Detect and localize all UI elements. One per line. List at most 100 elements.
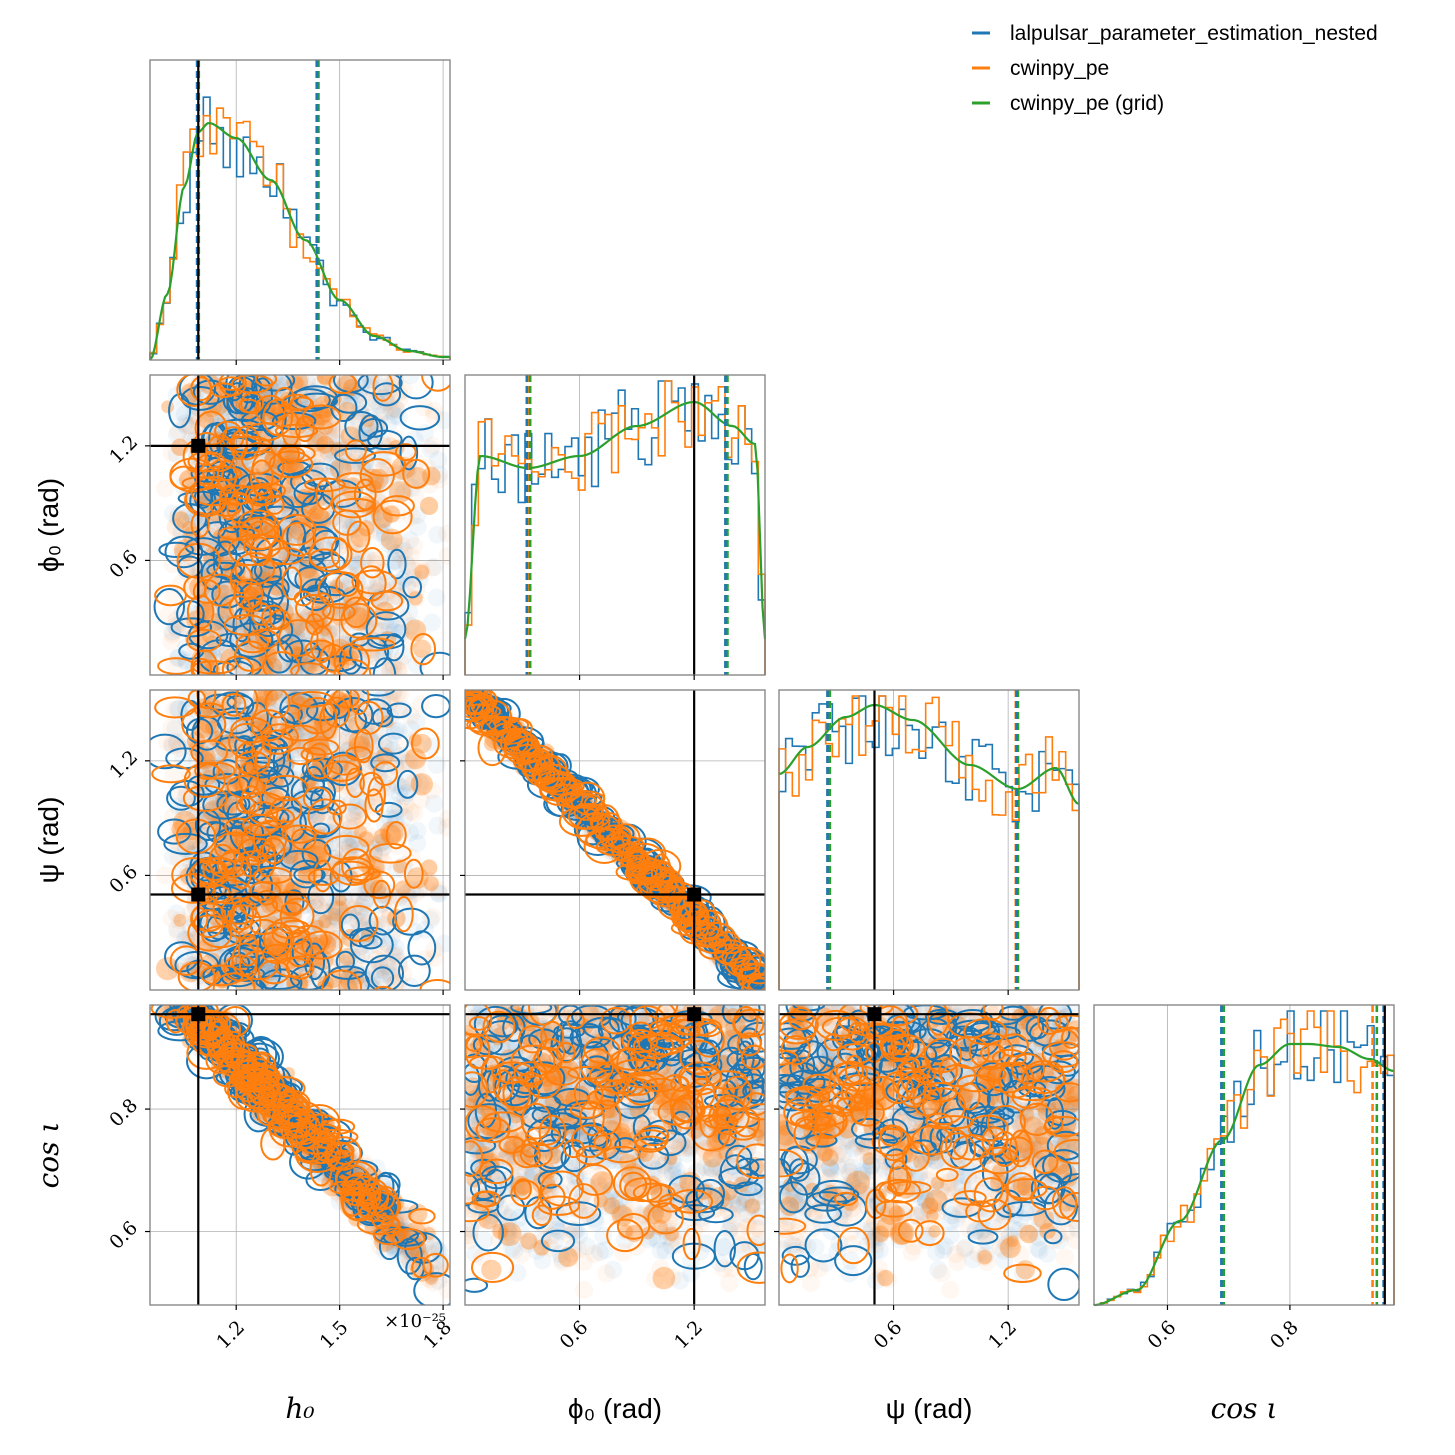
density-sample [293, 832, 312, 851]
contour-ring [387, 548, 407, 580]
contour-ring [281, 521, 316, 557]
density-sample [388, 690, 407, 703]
density-sample [166, 719, 185, 738]
density-core [186, 610, 207, 631]
density-core [316, 435, 335, 454]
density-sample [202, 426, 221, 445]
density-sample [298, 866, 317, 885]
density-sample [383, 399, 402, 418]
contour-ring [153, 588, 186, 626]
contour-ring [210, 497, 243, 517]
density-sample [437, 818, 450, 837]
contour-ring [360, 418, 389, 438]
density-sample [257, 694, 276, 713]
density-sample [303, 532, 322, 551]
contour-ring [218, 376, 245, 391]
panel-grid [235, 60, 444, 360]
density-sample [211, 806, 230, 825]
density-sample [346, 495, 365, 514]
contour-ring [358, 414, 383, 451]
density-sample [393, 571, 412, 590]
contour-ring [399, 405, 441, 431]
density-sample [167, 425, 186, 444]
density-sample [428, 816, 447, 835]
density-sample [395, 568, 414, 587]
contour-ring [223, 614, 269, 636]
density-sample [400, 603, 419, 622]
contour-ring [380, 495, 415, 517]
contour-ring [394, 443, 417, 462]
contour-ring [398, 375, 434, 400]
density-sample [371, 523, 390, 542]
density-sample [326, 624, 345, 643]
contour-ring [232, 425, 261, 461]
density-sample [385, 406, 404, 425]
density-sample [162, 909, 181, 928]
contour-ring [277, 633, 304, 663]
density-core [410, 773, 433, 796]
density-sample [285, 852, 304, 871]
contour-ring [328, 375, 357, 395]
density-sample [281, 844, 300, 863]
density-sample [269, 690, 288, 701]
density-sample [331, 477, 350, 496]
density-sample [345, 898, 364, 917]
panel-background [150, 60, 450, 360]
density-sample [417, 879, 436, 898]
density-core [358, 520, 375, 537]
density-sample [356, 883, 375, 902]
density-sample [312, 429, 331, 448]
density-sample [344, 851, 363, 870]
density-sample [429, 883, 448, 902]
density-sample [388, 837, 407, 856]
density-sample [360, 936, 379, 955]
density-sample [337, 729, 356, 748]
density-sample [167, 920, 186, 939]
density-sample [345, 817, 364, 836]
density-sample [296, 622, 315, 641]
density-sample [297, 866, 316, 885]
contour-ring [361, 451, 406, 477]
density-sample [386, 544, 405, 563]
density-sample [354, 549, 373, 568]
density-sample [287, 521, 306, 540]
contour-ring [304, 477, 346, 493]
density-sample [401, 531, 420, 550]
density-sample [169, 924, 188, 943]
contour-ring [158, 541, 194, 558]
density-core [173, 913, 187, 927]
density-sample [422, 558, 441, 577]
density-sample [425, 794, 444, 813]
density-sample [355, 722, 374, 741]
density-sample [165, 700, 184, 719]
truth-marker [191, 438, 206, 453]
density-sample [355, 741, 374, 760]
density-core [412, 733, 432, 754]
density-sample [375, 945, 394, 964]
density-sample [163, 622, 182, 641]
contour-ring [301, 404, 342, 430]
density-sample [347, 606, 366, 625]
density-sample [384, 690, 403, 701]
density-core [419, 496, 439, 516]
contour-ring [342, 596, 370, 629]
density-sample [404, 561, 423, 580]
density-sample [376, 760, 395, 779]
density-sample [258, 566, 277, 585]
density-sample [325, 535, 344, 554]
density-sample [366, 551, 385, 570]
contour-ring [334, 447, 376, 464]
density-sample [264, 693, 283, 712]
density-sample [329, 731, 348, 750]
density-sample [430, 465, 449, 484]
density-sample [261, 462, 280, 481]
contour-ring [294, 566, 327, 593]
density-sample [220, 791, 239, 810]
density-sample [339, 452, 358, 471]
density-sample [410, 570, 429, 589]
density-sample [176, 509, 195, 528]
density-sample [319, 444, 338, 463]
density-sample [165, 655, 184, 674]
density-sample [374, 734, 393, 753]
density-core [318, 406, 335, 422]
